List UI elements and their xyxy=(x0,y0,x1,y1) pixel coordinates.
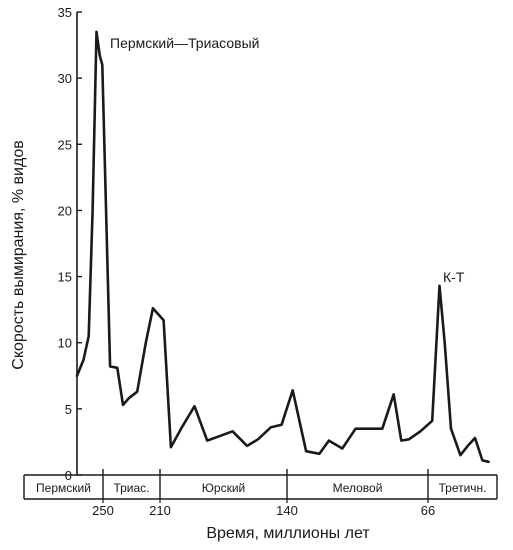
y-tick-label: 20 xyxy=(58,203,72,218)
x-tick-label: 250 xyxy=(92,503,114,518)
x-tick-label: 66 xyxy=(421,503,435,518)
series-group xyxy=(75,30,490,464)
y-tick-label: 5 xyxy=(65,402,72,417)
extinction-rate-line xyxy=(75,30,490,464)
x-tick-label: 210 xyxy=(149,503,171,518)
period-label: Триас. xyxy=(113,481,149,495)
annotation-k-t: К-Т xyxy=(443,269,465,285)
y-tick-label: 15 xyxy=(58,270,72,285)
y-axis-title: Скорость вымирания, % видов xyxy=(10,140,27,369)
x-axis-ticks: 250 210 140 66 xyxy=(92,499,435,518)
period-label: Пермский xyxy=(36,481,91,495)
x-tick-label: 140 xyxy=(276,503,298,518)
period-label: Меловой xyxy=(333,481,383,495)
y-axis-ticks: 05101520253035 xyxy=(58,5,82,483)
period-label: Третичн. xyxy=(438,481,486,495)
y-tick-label: 10 xyxy=(58,336,72,351)
y-tick-label: 30 xyxy=(58,71,72,86)
period-label: Юрский xyxy=(202,481,245,495)
geologic-period-bar: Пермский Триас. Юрский Меловой Третичн. xyxy=(23,469,498,500)
annotation-permian-triassic: Пермский—Триасовый xyxy=(110,35,259,51)
annotations: Пермский—Триасовый К-Т xyxy=(110,35,465,285)
y-tick-label: 35 xyxy=(58,5,72,20)
x-axis-title: Время, миллионы лет xyxy=(206,525,370,542)
y-tick-label: 25 xyxy=(58,137,72,152)
